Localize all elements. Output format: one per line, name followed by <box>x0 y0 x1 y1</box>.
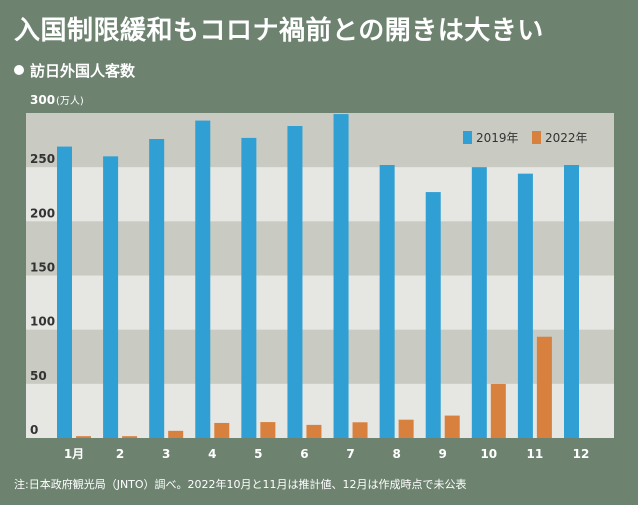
bar-2019 <box>287 126 303 438</box>
legend-label-2022: 2022年 <box>545 131 588 145</box>
legend-label-2019: 2019年 <box>476 131 519 145</box>
x-tick-label: 8 <box>392 447 400 461</box>
bar-2019 <box>517 173 533 438</box>
legend-swatch-2022 <box>532 131 541 144</box>
x-tick-label: 2 <box>116 447 124 461</box>
chart-subtitle: 訪日外国人客数 <box>14 60 135 81</box>
y-tick-label: 250 <box>30 152 55 166</box>
x-tick-label: 5 <box>254 447 262 461</box>
legend-swatch-2019 <box>463 131 472 144</box>
x-tick-label: 7 <box>346 447 354 461</box>
bar-2022 <box>76 436 91 438</box>
bar-2022 <box>444 415 460 438</box>
grid-band <box>26 113 614 168</box>
subtitle-text: 訪日外国人客数 <box>30 62 136 80</box>
bar-2019 <box>333 114 349 438</box>
bar-2019 <box>195 120 211 438</box>
grid-band <box>26 221 614 276</box>
bar-2022 <box>490 383 506 438</box>
bar-2022 <box>306 424 322 438</box>
y-tick-label: 50 <box>30 369 47 383</box>
x-tick-label: 1月 <box>64 447 84 461</box>
bullet-icon <box>14 65 24 75</box>
bar-2019 <box>564 165 579 438</box>
x-tick-label: 11 <box>527 447 544 461</box>
bar-2019 <box>103 156 119 439</box>
grid-band <box>26 329 614 384</box>
bar-2022 <box>214 422 230 438</box>
y-axis-unit: (万人) <box>56 95 84 107</box>
bar-2019 <box>425 192 441 438</box>
x-tick-label: 9 <box>439 447 447 461</box>
y-tick-label: 200 <box>30 206 55 220</box>
bar-2019 <box>379 165 395 438</box>
bar-2022 <box>260 422 276 438</box>
x-tick-label: 12 <box>573 447 590 461</box>
chart-title: 入国制限緩和もコロナ禍前との開きは大きい <box>14 16 544 46</box>
bar-2019 <box>57 146 72 439</box>
bar-2022 <box>398 419 414 438</box>
footnote: 注:日本政府観光局（JNTO）調べ。2022年10月と11月は推計値、12月は作… <box>14 478 467 491</box>
bar-2022 <box>352 422 368 438</box>
y-tick-label: 300 <box>30 93 55 107</box>
y-tick-label: 150 <box>30 261 55 275</box>
bar-2022 <box>122 436 138 438</box>
bar-2019 <box>149 139 165 438</box>
x-tick-label: 4 <box>208 447 216 461</box>
bar-2022 <box>168 430 184 438</box>
x-tick-label: 3 <box>162 447 170 461</box>
bar-2019 <box>241 137 257 438</box>
bar-2019 <box>471 167 487 438</box>
y-tick-label: 0 <box>30 423 38 437</box>
y-tick-label: 100 <box>30 315 55 329</box>
bar-2022 <box>536 336 552 438</box>
x-tick-label: 6 <box>300 447 308 461</box>
x-tick-label: 10 <box>480 447 497 461</box>
